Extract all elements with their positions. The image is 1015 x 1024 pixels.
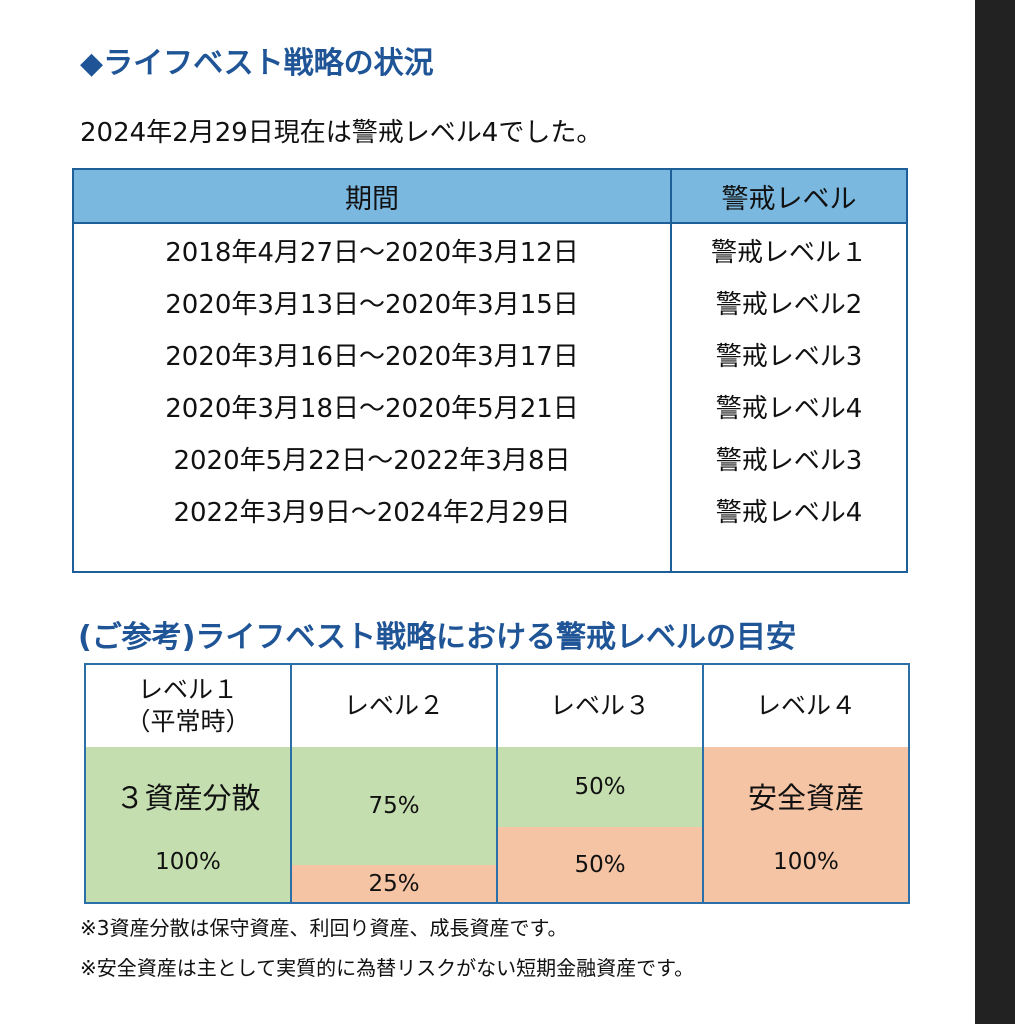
cell-label: 安全資産 (747, 780, 864, 815)
level-name: レベル３ (549, 691, 650, 720)
allocation-cell: 75% (292, 747, 496, 867)
section-title: ◆ライフベスト戦略の状況 (80, 46, 434, 81)
section-title: (ご参考)ライフベスト戦略における警戒レベルの目安 (78, 620, 797, 655)
level-name: レベル４ (755, 691, 856, 720)
table-header: 期間 (74, 170, 670, 224)
cell-percent: 50% (574, 774, 626, 800)
level-header: レベル４ (704, 665, 908, 749)
period-cell: 2020年3月13日～2020年3月15日 (165, 289, 579, 320)
level-column: レベル３ 50% 50% (496, 663, 704, 904)
status-text: 2024年2月29日現在は警戒レベル4でした。 (80, 118, 603, 148)
level-cell: 警戒レベル4 (715, 497, 863, 528)
allocation-cell: 安全資産 100% (704, 747, 908, 902)
level-history-table: 期間 警戒レベル 2018年4月27日～2020年3月12日 警戒レベル１ 2020… (72, 168, 908, 573)
cell-label: ３資産分散 (115, 780, 261, 815)
cell-percent: 25% (368, 870, 420, 897)
period-cell: 2020年3月18日～2020年5月21日 (165, 393, 579, 424)
level-note: （平常時） (125, 707, 251, 736)
allocation-cell: 50% (498, 747, 702, 829)
footnote: ※3資産分散は保守資産、利回り資産、成長資産です。 (80, 916, 568, 940)
cell-percent: 50% (574, 851, 626, 878)
level-cell: 警戒レベル3 (715, 445, 863, 476)
cell-percent: 100% (773, 848, 839, 875)
level-header: レベル１ （平常時） (86, 665, 290, 749)
footnote: ※安全資産は主として実質的に為替リスクがない短期金融資産です。 (80, 956, 695, 980)
level-name: レベル２ (343, 691, 444, 720)
allocation-cell: ３資産分散 100% (86, 747, 290, 902)
cell-percent: 100% (155, 848, 221, 875)
period-cell: 2020年5月22日～2022年3月8日 (173, 445, 571, 476)
level-column: レベル１ （平常時） ３資産分散 100% (84, 663, 292, 904)
level-cell: 警戒レベル2 (715, 289, 863, 320)
cell-percent: 75% (368, 793, 420, 819)
level-cell: 警戒レベル3 (715, 341, 863, 372)
level-cell: 警戒レベル4 (715, 393, 863, 424)
period-cell: 2018年4月27日～2020年3月12日 (165, 237, 579, 268)
column-divider (670, 170, 672, 571)
side-bar (975, 0, 1015, 1024)
level-column: レベル４ 安全資産 100% (702, 663, 910, 904)
allocation-cell: 50% (498, 827, 702, 902)
level-header: レベル２ (292, 665, 496, 749)
level-column: レベル２ 75% 25% (290, 663, 498, 904)
table-header: 警戒レベル (672, 170, 906, 224)
period-cell: 2022年3月9日～2024年2月29日 (173, 497, 571, 528)
level-name: レベル１ (137, 675, 238, 704)
period-cell: 2020年3月16日～2020年3月17日 (165, 341, 579, 372)
level-cell: 警戒レベル１ (710, 237, 867, 268)
allocation-cell: 25% (292, 865, 496, 902)
level-header: レベル３ (498, 665, 702, 749)
